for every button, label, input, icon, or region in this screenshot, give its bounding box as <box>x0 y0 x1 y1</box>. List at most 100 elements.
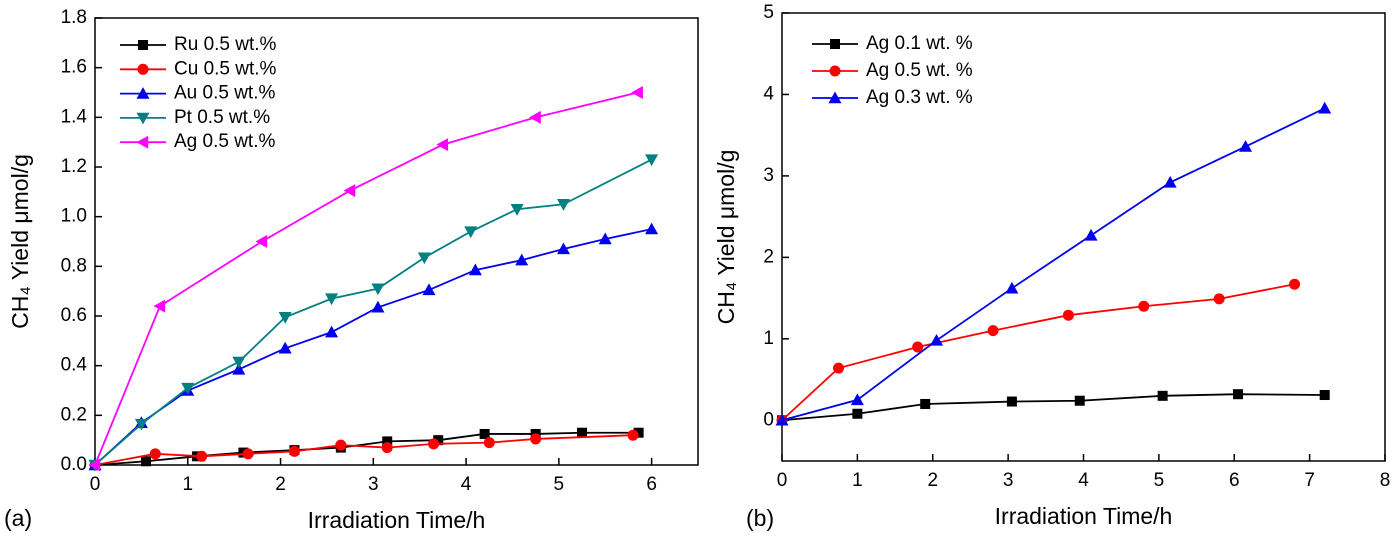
legend-marker <box>829 65 841 77</box>
x-tick-label: 4 <box>1078 470 1089 491</box>
marker <box>1005 281 1019 294</box>
x-axis-title: Irradiation Time/h <box>995 503 1173 529</box>
marker <box>464 226 478 239</box>
marker <box>1318 101 1332 114</box>
marker <box>255 235 268 248</box>
y-tick-label: 1.0 <box>61 206 87 227</box>
marker <box>920 398 931 409</box>
x-tick-label: 3 <box>368 474 379 495</box>
marker <box>141 456 152 467</box>
legend-marker <box>138 40 148 50</box>
panel-label: (b) <box>746 505 774 531</box>
x-tick-label: 1 <box>182 474 193 495</box>
y-tick-label: 0.8 <box>61 255 87 276</box>
y-tick-label: 1 <box>763 328 774 349</box>
x-tick-label: 8 <box>1380 470 1391 491</box>
y-tick-label: 1.8 <box>61 7 87 28</box>
marker <box>436 138 449 152</box>
marker <box>428 438 440 450</box>
marker <box>833 362 845 374</box>
panel: 0 1 2 3 4 5 6 7 8 0 1 2 3 4 5 Irradiation Time/h CH₄ Yie… <box>713 2 1390 531</box>
marker <box>530 433 542 445</box>
marker <box>325 293 339 306</box>
panel-label: (a) <box>4 505 32 531</box>
marker <box>1289 278 1301 290</box>
legend-marker <box>136 87 150 99</box>
marker <box>1233 389 1244 400</box>
legend-label: Ag 0.1 wt. % <box>866 33 973 54</box>
marker <box>382 436 393 447</box>
legend-marker <box>136 135 149 149</box>
marker <box>232 362 246 375</box>
marker <box>598 232 612 245</box>
y-tick-label: 0 <box>763 409 774 430</box>
marker <box>1157 390 1168 401</box>
x-tick-label: 6 <box>1229 470 1240 491</box>
series-line <box>94 228 652 466</box>
legend-label: Ag 0.3 wt. % <box>866 87 973 108</box>
marker <box>288 445 300 457</box>
marker <box>149 448 161 460</box>
marker <box>577 427 588 438</box>
x-tick-label: 5 <box>554 474 565 495</box>
x-tick-label: 1 <box>852 470 863 491</box>
marker <box>631 86 643 99</box>
marker <box>1062 309 1074 321</box>
marker <box>850 393 864 406</box>
plot-frame <box>94 17 699 466</box>
y-tick-label: 5 <box>763 2 774 23</box>
marker <box>633 427 644 438</box>
y-tick-label: 0.6 <box>61 305 87 326</box>
legend-marker <box>137 63 149 75</box>
series-line <box>781 393 1325 422</box>
y-axis-title: CH₄ Yield μmol/g <box>713 150 739 325</box>
marker <box>335 439 347 451</box>
x-tick-label: 4 <box>461 474 472 495</box>
marker <box>278 341 292 354</box>
series-line <box>781 283 1295 421</box>
marker <box>417 252 431 265</box>
marker <box>1138 300 1150 312</box>
series-line <box>781 107 1326 422</box>
marker <box>1074 395 1085 406</box>
legend-label: Ag 0.5 wt.% <box>174 131 275 152</box>
marker <box>529 110 541 124</box>
y-tick-label: 2 <box>763 246 774 267</box>
y-tick-label: 0.2 <box>61 404 87 425</box>
marker <box>852 408 863 419</box>
legend-marker <box>830 39 840 49</box>
marker <box>987 325 999 337</box>
y-tick-label: 3 <box>763 165 774 186</box>
marker <box>510 204 524 216</box>
legend-label: Cu 0.5 wt.% <box>174 58 277 79</box>
marker <box>556 199 570 211</box>
y-tick-label: 1.2 <box>61 156 87 177</box>
y-tick-label: 4 <box>763 83 774 104</box>
marker <box>422 283 436 296</box>
marker <box>483 437 495 449</box>
marker <box>134 418 148 431</box>
x-tick-label: 2 <box>275 474 286 495</box>
x-tick-label: 3 <box>1003 470 1014 491</box>
series-line <box>94 158 653 466</box>
marker <box>278 312 292 324</box>
marker <box>242 448 254 460</box>
legend-marker <box>828 91 842 104</box>
panel: 0 1 2 3 4 5 6 0.0 0.2 0.4 0.6 0.8 1.0 1.2 1.4 1.6 1.8 Irr… <box>4 7 699 533</box>
x-tick-label: 2 <box>927 470 938 491</box>
marker <box>325 325 339 338</box>
x-tick-label: 0 <box>777 470 788 491</box>
x-tick-label: 6 <box>646 474 657 495</box>
marker <box>153 299 166 313</box>
x-tick-label: 0 <box>90 474 101 495</box>
marker <box>1006 396 1017 407</box>
marker <box>912 341 924 353</box>
y-tick-label: 1.4 <box>61 106 88 127</box>
marker <box>1163 175 1177 188</box>
marker <box>232 356 246 369</box>
marker <box>181 382 195 395</box>
legend-label: Pt 0.5 wt.% <box>174 107 270 128</box>
marker <box>343 184 356 198</box>
y-tick-label: 0.0 <box>61 454 87 475</box>
marker <box>468 263 482 276</box>
